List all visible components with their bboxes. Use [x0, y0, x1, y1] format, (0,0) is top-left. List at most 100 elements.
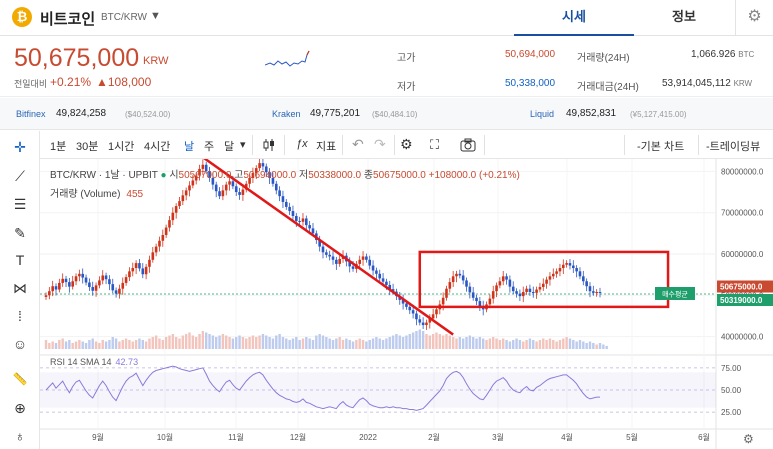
indicator-fx-icon[interactable]: ƒx [296, 138, 308, 150]
rsi-tick-label: 25.00 [721, 408, 742, 417]
candle-body [405, 303, 408, 307]
volume-bar [588, 341, 592, 349]
interval-month[interactable]: 달 [224, 141, 235, 153]
trendline-icon[interactable]: ⟋ [15, 168, 25, 184]
camera-icon[interactable] [460, 138, 476, 155]
undo-icon[interactable]: ↶ [352, 136, 364, 152]
indicator-button[interactable]: 지표 [316, 141, 337, 153]
candle-body [541, 283, 545, 288]
candle-body [264, 166, 268, 173]
rsi-tick-label: 75.00 [721, 364, 742, 373]
volume-bar [522, 341, 525, 349]
candle-body [515, 291, 518, 294]
ruler-icon[interactable]: 📏 [12, 372, 28, 386]
volume-bar [458, 337, 462, 349]
emoji-icon[interactable]: ☺ [12, 336, 28, 352]
settings-icon[interactable]: ⚙ [400, 136, 413, 152]
candle-body [501, 276, 505, 282]
candle-type-icon[interactable] [262, 138, 276, 155]
candle-body [595, 292, 598, 293]
basic-chart-button[interactable]: -기본 차트 [637, 141, 685, 153]
change-percent: +0.21% [50, 75, 92, 89]
toolbar-divider [698, 135, 699, 155]
volume-bar [78, 340, 81, 349]
magnet-icon[interactable]: ♁ [14, 428, 26, 444]
zoom-icon[interactable]: ⊕ [14, 400, 26, 416]
exchange-prices-bar: Bitfinex 49,824,258 ($40,524.00) Kraken … [0, 98, 773, 130]
amount-24h-value: 53,914,045,112 KRW [662, 78, 753, 89]
redo-icon[interactable]: ↷ [374, 136, 386, 152]
tab-price[interactable]: 시세 [514, 0, 634, 36]
brush-icon[interactable]: ✎ [14, 225, 26, 241]
candle-body [194, 175, 198, 181]
volume-bar [61, 338, 64, 349]
candle-body [101, 275, 105, 281]
fib-icon[interactable]: ☰ [13, 196, 27, 212]
axis-settings-icon[interactable]: ⚙ [743, 432, 754, 446]
volume-bar [301, 338, 305, 349]
candle-body [375, 270, 378, 274]
volume-bar [198, 334, 201, 349]
volume-bar [285, 338, 288, 349]
volume-bar [598, 343, 602, 349]
candle-body [251, 173, 255, 178]
interval-1m[interactable]: 1분 [50, 141, 67, 153]
coin-pair[interactable]: BTC/KRW [101, 12, 147, 23]
volume-bar [542, 338, 545, 349]
candle-body [118, 288, 121, 294]
candle-body [321, 246, 325, 253]
tab-info[interactable]: 정보 [672, 9, 696, 24]
exchange-value-kraken: 49,775,201 [310, 108, 361, 119]
candle-body [108, 279, 111, 285]
volume-bar [605, 346, 608, 349]
volume-bar [278, 334, 281, 349]
candle-body [388, 284, 392, 290]
candle-body [351, 266, 355, 269]
candle-body [248, 178, 251, 184]
volume-bar [118, 341, 121, 349]
forecast-icon[interactable]: ⁞ [18, 308, 22, 324]
toolbar-divider [342, 135, 343, 155]
volume-bar [358, 338, 361, 349]
volume-bar [194, 337, 198, 349]
chevron-down-icon[interactable]: ▾ [240, 139, 246, 151]
coin-name[interactable]: 비트코인 [40, 11, 96, 28]
candle-body [565, 263, 568, 265]
high-value: 50,694,000 [505, 49, 556, 60]
time-tick-label: 6월 [698, 432, 710, 442]
volume-bar [321, 335, 325, 349]
change-label: 전일대비 [14, 79, 48, 89]
interval-4h[interactable]: 4시간 [144, 141, 171, 153]
fullscreen-icon[interactable]: ⛶ [430, 137, 440, 152]
legend-symbol: BTC/KRW · 1날 · UPBIT [50, 170, 158, 181]
pattern-icon[interactable]: ⋈ [13, 280, 27, 296]
candle-body [365, 256, 368, 260]
candle-body [158, 240, 161, 247]
price-chart-area[interactable]: 80000000.070000000.060000000.050000000.0… [40, 159, 773, 449]
candle-body [254, 168, 258, 174]
exchange-name-kraken[interactable]: Kraken [272, 109, 301, 119]
average-price-tag [655, 286, 695, 300]
candle-body [318, 239, 321, 247]
interval-1h[interactable]: 1시간 [108, 141, 135, 153]
tradingview-button[interactable]: -트레이딩뷰 [706, 141, 761, 153]
price-unit: KRW [143, 55, 169, 67]
crosshair-icon[interactable]: ✛ [14, 139, 26, 155]
text-icon[interactable]: T [15, 252, 25, 268]
interval-30m[interactable]: 30분 [76, 141, 99, 153]
interval-day[interactable]: 날 [184, 141, 195, 153]
volume-bar [201, 331, 205, 349]
volume-bar [465, 337, 468, 349]
exchange-name-liquid[interactable]: Liquid [530, 109, 555, 119]
candle-body [121, 282, 125, 289]
interval-week[interactable]: 주 [204, 141, 215, 153]
candle-body [468, 286, 472, 293]
candlestick-chart[interactable]: 80000000.070000000.060000000.050000000.0… [40, 159, 773, 449]
volume-bar [401, 337, 405, 349]
volume-bar [54, 343, 58, 349]
exchange-name-bitfinex[interactable]: Bitfinex [16, 109, 46, 119]
candle-body [228, 181, 231, 185]
gear-icon[interactable]: ⚙ [735, 0, 773, 36]
volume-bar [208, 334, 211, 349]
chevron-down-icon[interactable]: ▼ [150, 10, 161, 22]
